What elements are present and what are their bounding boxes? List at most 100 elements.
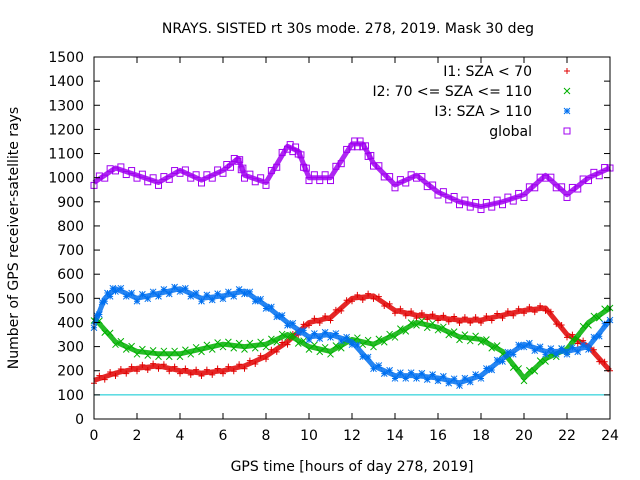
data-point [423, 324, 431, 332]
data-point [434, 377, 442, 385]
x-tick-label: 10 [300, 428, 318, 444]
data-point [104, 289, 111, 297]
data-point [203, 291, 211, 299]
data-point [165, 175, 173, 183]
data-point [429, 371, 436, 378]
data-point [601, 164, 609, 172]
data-point [563, 350, 571, 358]
data-point [117, 163, 125, 171]
data-point [101, 297, 109, 305]
data-point [429, 181, 437, 189]
data-point [375, 335, 383, 343]
data-point [101, 376, 108, 383]
data-point [227, 163, 235, 171]
data-point [176, 353, 184, 361]
data-point [456, 201, 463, 209]
data-point [251, 297, 259, 305]
legend-label: global [489, 124, 532, 140]
data-point [311, 315, 318, 322]
data-point [246, 170, 254, 178]
legend: I1: SZA < 70 I2: 70 <= SZA <= 110 I3: SZA … [372, 64, 571, 140]
data-point [510, 312, 517, 319]
data-point [499, 358, 506, 365]
data-point [176, 288, 184, 295]
data-point [128, 289, 135, 297]
data-point [520, 343, 528, 351]
data-point [251, 344, 259, 352]
data-point [478, 319, 484, 326]
data-point [359, 341, 367, 349]
data-point [123, 370, 130, 377]
data-point [128, 167, 136, 175]
data-point [413, 322, 420, 329]
data-point [509, 350, 517, 358]
data-point [531, 367, 539, 375]
data-point [493, 356, 501, 364]
data-point [220, 370, 226, 377]
data-point [537, 302, 544, 309]
data-point [402, 312, 409, 319]
data-point [160, 286, 168, 293]
x-tick-label: 0 [90, 428, 99, 444]
data-point [558, 183, 566, 191]
data-point [477, 375, 485, 382]
data-point [338, 307, 345, 314]
data-point [413, 375, 420, 382]
data-point [101, 329, 109, 336]
data-point [375, 162, 383, 170]
data-point [375, 293, 382, 300]
chart-title: NRAYS. SISTED rt 30s mode. 278, 2019. Ma… [162, 21, 534, 37]
data-point [402, 328, 410, 335]
data-point [98, 298, 106, 306]
data-point [246, 288, 254, 296]
data-point [429, 311, 436, 318]
data-point [117, 337, 125, 345]
data-point [332, 306, 339, 313]
data-point [542, 174, 549, 182]
data-point [177, 370, 183, 377]
data-point [155, 293, 162, 300]
data-point [397, 325, 404, 332]
data-point [499, 315, 506, 322]
data-point [451, 313, 458, 320]
data-point [445, 331, 453, 339]
data-point [251, 178, 259, 186]
data-point [284, 334, 291, 341]
data-point [563, 193, 571, 201]
data-point [509, 197, 517, 205]
x-tick-label: 2 [133, 428, 142, 444]
data-point [536, 357, 544, 364]
data-point [466, 378, 474, 386]
y-tick-label: 600 [57, 267, 84, 283]
data-point [236, 361, 243, 368]
data-point [144, 178, 152, 186]
data-point [273, 348, 280, 355]
axis-ticks: 0 2 4 6 8 10 12 14 16 18 20 22 240100200300400500600… [48, 50, 619, 444]
data-point [574, 348, 582, 356]
data-point [327, 350, 334, 358]
y-tick-label: 800 [57, 219, 84, 235]
data-point [429, 319, 436, 327]
data-point [192, 289, 200, 297]
data-point [595, 332, 603, 340]
data-point [509, 364, 517, 371]
data-point [370, 295, 377, 302]
data-point [386, 173, 394, 181]
data-point [504, 348, 512, 356]
legend-marker [563, 87, 571, 95]
data-point [208, 346, 216, 353]
data-point [564, 334, 570, 341]
data-point [192, 343, 200, 351]
data-point [418, 173, 426, 181]
series-trace [92, 141, 612, 210]
data-point [397, 369, 404, 377]
data-point [381, 303, 388, 310]
data-point [133, 297, 141, 305]
data-point [483, 336, 490, 343]
data-point [160, 347, 168, 355]
data-point [450, 192, 458, 200]
data-point [327, 317, 334, 324]
data-point [574, 185, 582, 193]
y-axis-label: Number of GPS receiver-satellite rays [6, 107, 22, 369]
data-point [321, 343, 329, 351]
